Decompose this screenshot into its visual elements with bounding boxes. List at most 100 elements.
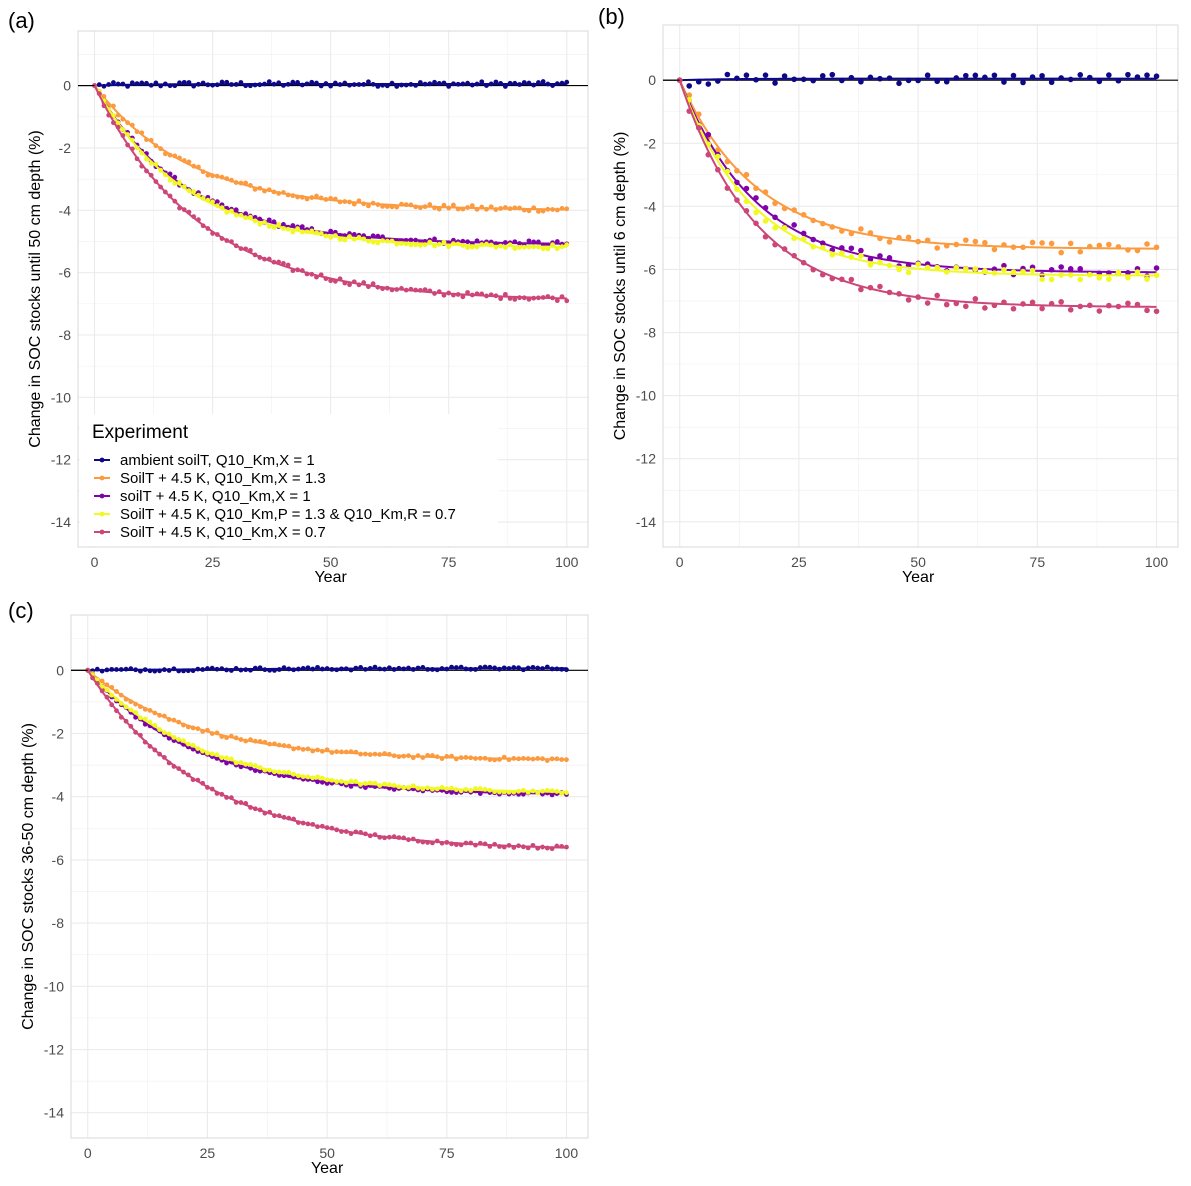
panel-c: 0 25 50 75 100 0 -2 -4 -6 -8 -10 -12 -14 Year Change i… — [8, 598, 589, 1177]
data-point — [877, 283, 883, 290]
data-point — [1096, 78, 1103, 85]
y-tick-label: -2 — [644, 135, 657, 151]
data-point — [934, 245, 940, 251]
data-point — [1039, 276, 1045, 283]
data-point — [963, 237, 969, 243]
data-point — [924, 72, 931, 79]
data-point — [502, 84, 508, 89]
data-point — [848, 276, 855, 283]
data-point — [858, 78, 864, 85]
data-point — [724, 71, 731, 78]
data-point — [498, 296, 504, 302]
legend-label: SoilT + 4.5 K, Q10_Km,X = 0.7 — [120, 524, 326, 541]
data-point — [924, 300, 931, 306]
panel-b: 0 25 50 75 100 0 -2 -4 -6 -8 -10 -12 -14 Year Change i… — [598, 4, 1179, 586]
data-point — [1144, 241, 1150, 247]
fit-line — [93, 85, 567, 300]
data-point — [1010, 305, 1017, 312]
legend-box — [80, 414, 498, 546]
legend-item: SoilT + 4.5 K, Q10_Km,X = 1.3 — [94, 470, 326, 487]
x-axis-title: Year — [311, 1160, 344, 1177]
y-axis-title: Change in SOC stocks until 6 cm depth (%… — [612, 132, 629, 441]
y-tick-label: -4 — [644, 198, 657, 214]
fit-line — [678, 79, 1157, 250]
panel-label: (c) — [8, 598, 34, 623]
data-point — [512, 296, 518, 302]
data-point — [1077, 276, 1084, 283]
data-point — [1153, 308, 1160, 315]
data-point — [848, 245, 855, 252]
data-point — [905, 297, 912, 303]
data-point — [1048, 79, 1055, 86]
legend-item: soilT + 4.5 K, Q10_Km,X = 1 — [94, 488, 311, 505]
fit-line — [86, 669, 567, 849]
y-tick-label: -10 — [44, 978, 64, 994]
data-point — [991, 72, 998, 79]
data-point — [469, 203, 475, 209]
data-point — [877, 253, 883, 259]
data-point — [867, 262, 874, 268]
legend-item: SoilT + 4.5 K, Q10_Km,X = 0.7 — [94, 524, 326, 541]
x-tick-label: 0 — [84, 1145, 92, 1161]
fit-line — [87, 669, 567, 761]
data-point — [972, 266, 979, 272]
data-point — [1144, 307, 1150, 314]
data-point — [858, 253, 864, 259]
data-point — [1039, 72, 1045, 79]
data-point — [896, 80, 902, 87]
data-point — [1096, 242, 1103, 249]
data-point — [982, 239, 988, 246]
y-tick-label: -2 — [59, 140, 72, 156]
data-point — [772, 80, 778, 86]
plot-border — [662, 24, 1179, 548]
data-point — [1001, 267, 1007, 273]
data-point — [1058, 264, 1064, 270]
series-1 — [85, 664, 569, 674]
y-tick-label: -12 — [44, 1042, 64, 1058]
legend-key-point — [99, 457, 105, 463]
legend-label: SoilT + 4.5 K, Q10_Km,X = 1.3 — [120, 470, 326, 487]
x-tick-label: 0 — [91, 554, 99, 570]
plot-background — [71, 615, 588, 1138]
fit-line — [678, 79, 1157, 308]
legend-item: ambient soilT, Q10_Km,X = 1 — [94, 452, 315, 469]
y-tick-label: 0 — [63, 78, 71, 94]
data-point — [465, 245, 470, 250]
y-tick-label: -8 — [52, 915, 65, 931]
series-5 — [676, 77, 1160, 315]
x-tick-label: 75 — [1030, 554, 1046, 570]
data-point — [753, 209, 759, 216]
y-tick-label: -10 — [51, 389, 71, 405]
y-tick-label: -10 — [636, 388, 656, 404]
data-point — [1106, 72, 1112, 78]
x-tick-label: 100 — [555, 1145, 579, 1161]
data-point — [934, 292, 940, 299]
x-tick-label: 25 — [205, 554, 221, 570]
data-point — [829, 71, 836, 78]
data-point — [1077, 71, 1084, 78]
data-point — [1029, 239, 1036, 246]
legend-title: Experiment — [92, 422, 189, 443]
series-2 — [676, 77, 1160, 256]
data-point — [375, 83, 381, 89]
y-tick-label: 0 — [56, 662, 64, 678]
data-point — [1153, 272, 1160, 279]
data-point — [943, 301, 950, 308]
data-point — [963, 72, 969, 79]
data-point — [905, 234, 912, 241]
legend-item: SoilT + 4.5 K, Q10_Km,P = 1.3 & Q10_Km,R… — [94, 506, 456, 523]
data-point — [791, 222, 797, 228]
data-point — [446, 83, 452, 89]
data-point — [1058, 299, 1064, 305]
series-4 — [676, 77, 1160, 283]
series-5 — [92, 83, 570, 304]
x-axis-title: Year — [902, 569, 935, 586]
y-tick-label: 0 — [648, 72, 656, 88]
data-point — [1096, 275, 1103, 281]
series-4 — [92, 83, 570, 252]
data-point — [536, 209, 541, 214]
data-point — [858, 247, 864, 254]
data-point — [762, 218, 769, 224]
data-point — [526, 238, 532, 244]
y-tick-label: -6 — [59, 265, 72, 281]
